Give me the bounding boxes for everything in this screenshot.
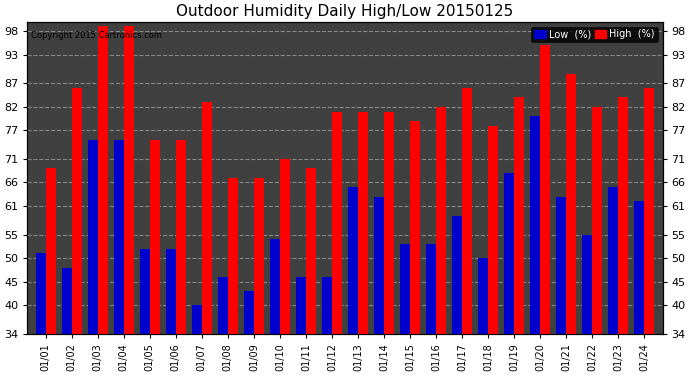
Bar <box>202 102 212 334</box>
Bar <box>280 159 290 334</box>
Bar <box>410 121 420 334</box>
Bar <box>46 168 56 334</box>
Bar <box>582 234 592 334</box>
Bar <box>270 239 280 334</box>
Bar <box>436 107 446 334</box>
Bar <box>72 88 81 334</box>
Bar <box>218 277 228 334</box>
Bar <box>478 258 488 334</box>
Bar <box>566 74 576 334</box>
Bar <box>124 27 134 334</box>
Bar <box>176 140 186 334</box>
Bar <box>609 187 618 334</box>
Bar <box>140 249 150 334</box>
Bar <box>618 98 629 334</box>
Bar <box>36 254 46 334</box>
Bar <box>426 244 436 334</box>
Text: Copyright 2015 Cartronics.com: Copyright 2015 Cartronics.com <box>30 31 161 40</box>
Bar <box>98 27 108 334</box>
Bar <box>593 107 602 334</box>
Bar <box>644 88 654 334</box>
Bar <box>348 187 358 334</box>
Bar <box>88 140 97 334</box>
Bar <box>556 196 566 334</box>
Bar <box>61 268 72 334</box>
Bar <box>514 98 524 334</box>
Bar <box>114 140 124 334</box>
Bar <box>228 178 238 334</box>
Bar <box>540 45 550 334</box>
Bar <box>322 277 332 334</box>
Bar <box>400 244 410 334</box>
Bar <box>358 112 368 334</box>
Bar <box>306 168 316 334</box>
Bar <box>254 178 264 334</box>
Bar <box>530 116 540 334</box>
Bar <box>489 126 498 334</box>
Bar <box>384 112 394 334</box>
Legend: Low  (%), High  (%): Low (%), High (%) <box>531 27 658 42</box>
Bar <box>332 112 342 334</box>
Bar <box>192 305 201 334</box>
Bar <box>634 201 644 334</box>
Bar <box>244 291 254 334</box>
Title: Outdoor Humidity Daily High/Low 20150125: Outdoor Humidity Daily High/Low 20150125 <box>177 4 513 19</box>
Bar <box>296 277 306 334</box>
Bar <box>452 216 462 334</box>
Bar <box>150 140 160 334</box>
Bar <box>462 88 472 334</box>
Bar <box>504 173 514 334</box>
Bar <box>374 196 384 334</box>
Bar <box>166 249 176 334</box>
